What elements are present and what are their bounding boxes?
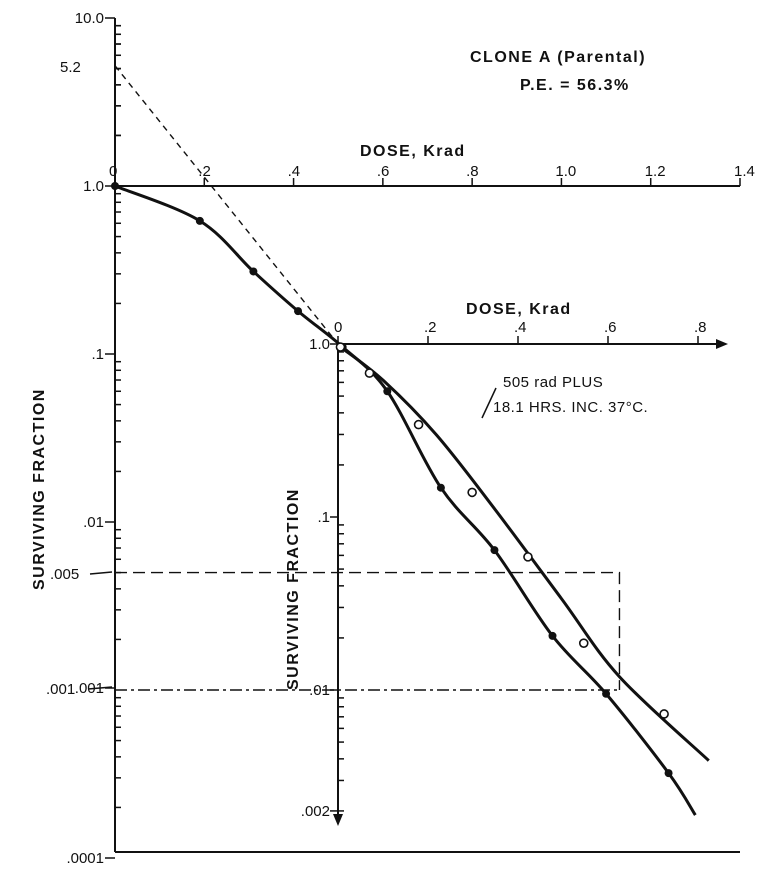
point-parental xyxy=(249,267,258,276)
main-y-minor-ticks xyxy=(115,24,121,809)
annotation-0-005: .005 xyxy=(50,566,79,583)
extrapolation-line xyxy=(114,65,341,348)
point-parental xyxy=(490,546,499,555)
point-505rad xyxy=(659,709,669,719)
clone-title: CLONE A (Parental) xyxy=(470,49,646,66)
inset-x-tick-label: .8 xyxy=(694,319,707,336)
inset-x-arrow xyxy=(716,339,728,349)
curve-505rad-plus-incubation xyxy=(339,345,710,762)
plating-efficiency: P.E. = 56.3% xyxy=(520,77,630,94)
main-y-tick-label: 10.0 xyxy=(75,10,104,27)
inset-y-axis-label: SURVIVING FRACTION xyxy=(285,488,302,690)
inset-y-tick-label: .1 xyxy=(317,509,330,526)
point-parental xyxy=(294,307,303,316)
reference-line-005 xyxy=(115,571,621,690)
main-y-tick-label: 1.0 xyxy=(83,178,104,195)
point-505rad xyxy=(578,638,589,648)
main-x-tick-label: 1.2 xyxy=(645,163,666,180)
main-y-axis-label: SURVIVING FRACTION xyxy=(31,388,48,590)
series-2-legend-line1: 505 rad PLUS xyxy=(503,374,603,391)
inset-x-tick-label: .4 xyxy=(514,319,527,336)
main-x-tick-label: .2 xyxy=(198,163,211,180)
main-x-tick-label: 1.0 xyxy=(555,163,576,180)
point-505rad xyxy=(467,487,477,498)
arrow-0-005 xyxy=(89,571,113,575)
main-x-tick-label: 0 xyxy=(109,163,117,180)
inset-y-arrow xyxy=(333,814,343,826)
main-x-axis-label: DOSE, Krad xyxy=(360,143,466,160)
point-parental xyxy=(436,483,445,492)
inset-y-tick-label: .01 xyxy=(309,682,330,699)
main-x-tick-label: .6 xyxy=(377,163,390,180)
inset-y-tick-label: 1.0 xyxy=(309,336,330,353)
point-parental xyxy=(664,769,673,778)
inset-x-tick-label: 0 xyxy=(334,319,342,336)
point-505rad xyxy=(523,552,533,562)
point-parental xyxy=(548,631,557,640)
curve-parental xyxy=(114,184,697,816)
point-parental xyxy=(383,387,392,396)
point-505rad xyxy=(335,342,346,352)
inset-x-ticks: 0 .2 .4 .6 .8 xyxy=(334,319,707,344)
main-x-ticks: 0 .2 .4 .6 .8 1.0 1.2 1.4 xyxy=(109,163,755,186)
main-y-tick-label: .0001 xyxy=(66,850,104,867)
inset-y-ticks: 1.0 .1 .01 .002 xyxy=(301,336,344,820)
annotation-0-001: .001 xyxy=(46,681,75,698)
main-y-ticks: 10.01.0.1.01.001.0001 xyxy=(66,10,115,867)
main-y-tick-label: .1 xyxy=(91,346,104,363)
legend-leader-line xyxy=(481,387,497,419)
main-x-tick-label: 1.4 xyxy=(734,163,755,180)
data-points xyxy=(111,182,673,778)
arrow-0-001 xyxy=(87,686,113,690)
inset-x-axis-label: DOSE, Krad xyxy=(466,301,572,318)
point-parental xyxy=(602,689,611,698)
annotation-5-2: 5.2 xyxy=(60,59,81,76)
main-y-tick-label: .01 xyxy=(83,514,104,531)
inset-x-tick-label: .2 xyxy=(424,319,437,336)
point-505rad xyxy=(364,368,375,378)
inset-x-tick-label: .6 xyxy=(604,319,617,336)
main-x-tick-label: .8 xyxy=(466,163,479,180)
point-parental xyxy=(111,182,119,190)
main-x-tick-label: .4 xyxy=(288,163,301,180)
point-505rad xyxy=(413,419,424,430)
inset-y-tick-label: .002 xyxy=(301,803,330,820)
series-2-legend-line2: 18.1 HRS. INC. 37°C. xyxy=(493,399,648,416)
point-parental xyxy=(195,216,204,225)
